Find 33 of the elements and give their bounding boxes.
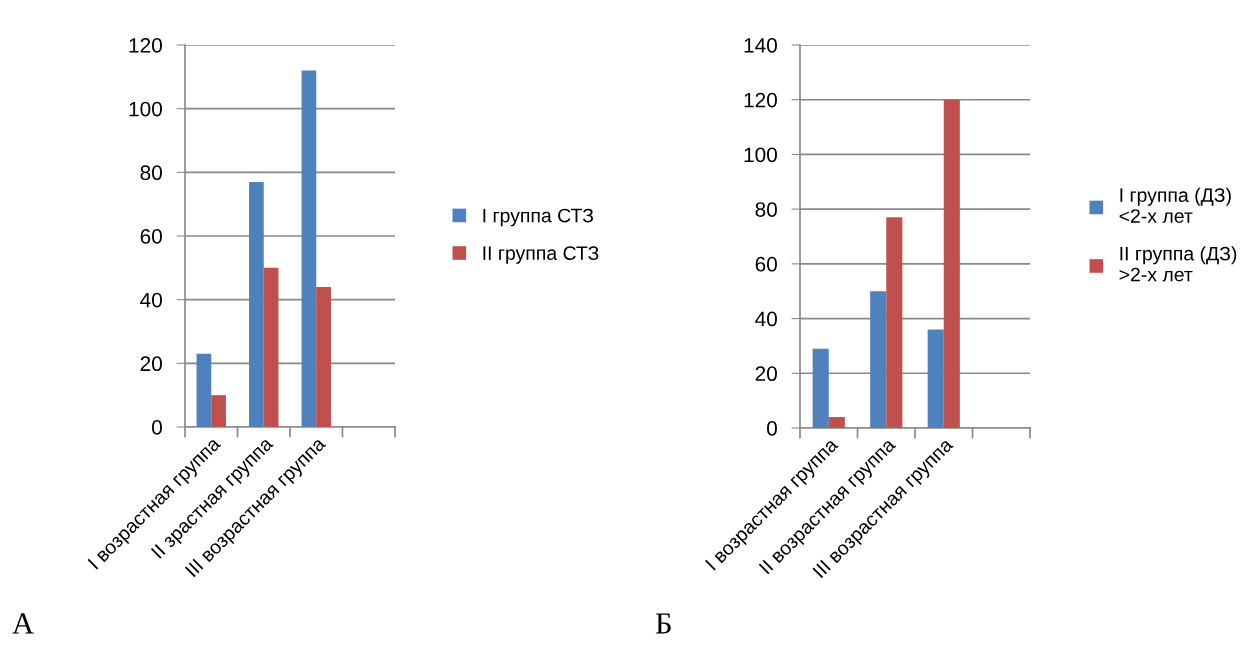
legend-label: II группа СТЗ: [483, 246, 599, 264]
y-tick-label: 140: [744, 38, 777, 53]
y-tick-label: 0: [767, 421, 777, 436]
y-tick-label: 100: [744, 147, 777, 163]
bar: [927, 329, 944, 428]
legend-label: II группа (ДЗ) >2-х лет: [1119, 246, 1237, 282]
y-tick-label: 20: [140, 356, 162, 372]
y-tick-label: 120: [129, 38, 162, 53]
y-tick-label: 0: [152, 420, 162, 435]
bar: [301, 70, 317, 427]
bar: [943, 99, 960, 428]
bar: [316, 286, 331, 427]
y-tick-label: 120: [744, 92, 777, 108]
text: Б: [655, 613, 671, 634]
y-tick-label: 40: [140, 292, 162, 308]
bar: [870, 291, 887, 428]
legend-label: I группа (ДЗ) <2-х лет: [1119, 187, 1231, 223]
bar: [812, 348, 829, 428]
bar: [249, 181, 264, 427]
y-tick-label: 80: [755, 202, 777, 217]
bar: [886, 217, 903, 428]
bar: [211, 395, 226, 427]
bar: [263, 267, 279, 427]
bar: [828, 417, 845, 428]
y-tick-label: 20: [755, 366, 777, 382]
y-tick-label: 60: [755, 256, 777, 272]
y-tick-label: 40: [755, 311, 777, 327]
y-tick-label: 100: [129, 101, 162, 117]
text: А: [12, 613, 34, 634]
y-tick-label: 80: [140, 165, 162, 181]
y-tick-label: 60: [140, 229, 162, 244]
legend-label: I группа СТЗ: [483, 208, 593, 227]
bar: [196, 353, 212, 427]
